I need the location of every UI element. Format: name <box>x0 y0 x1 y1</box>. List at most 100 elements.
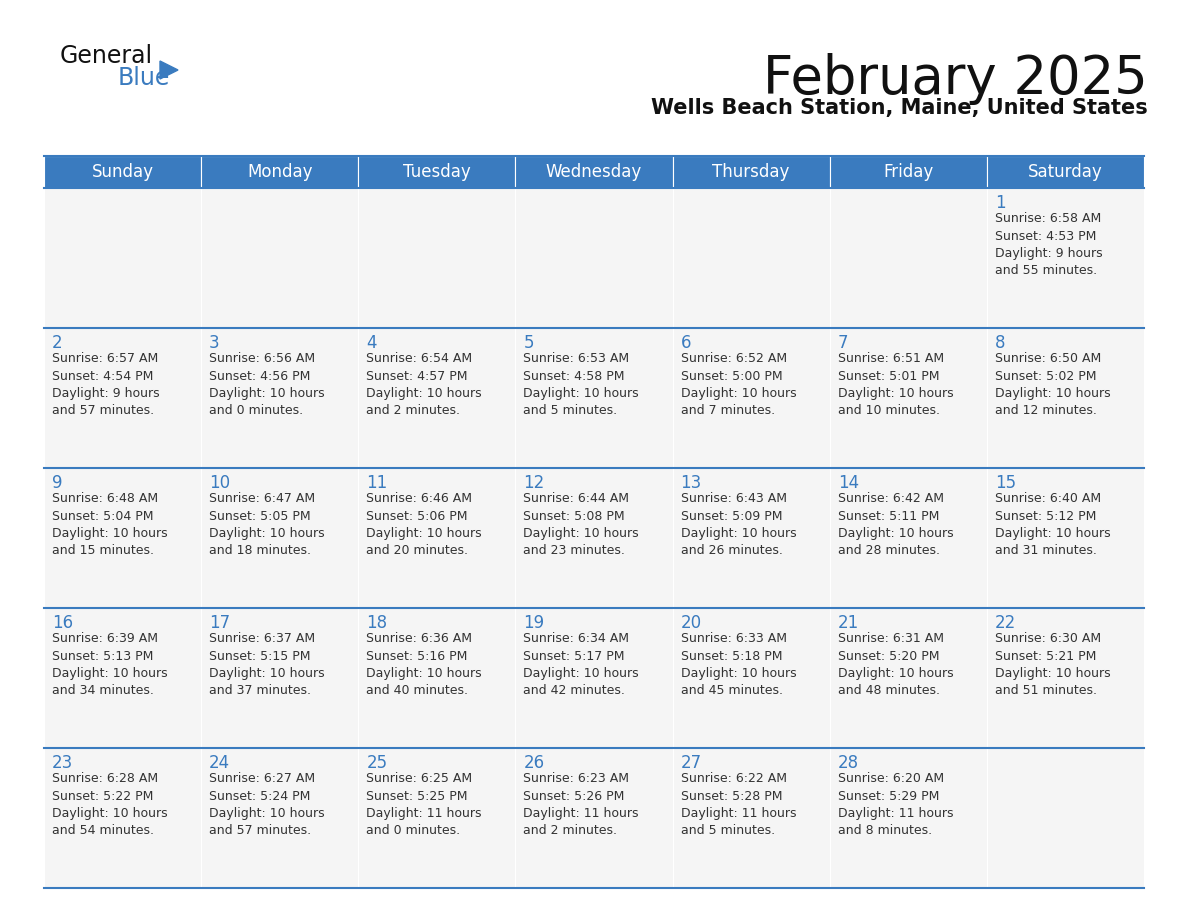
Bar <box>201 188 359 328</box>
Text: 8: 8 <box>994 334 1005 352</box>
Text: 17: 17 <box>209 614 230 632</box>
Text: 7: 7 <box>838 334 848 352</box>
Bar <box>829 188 987 328</box>
Text: Sunrise: 6:42 AM
Sunset: 5:11 PM
Daylight: 10 hours
and 28 minutes.: Sunrise: 6:42 AM Sunset: 5:11 PM Dayligh… <box>838 492 953 557</box>
Bar <box>201 156 359 188</box>
Text: Sunrise: 6:50 AM
Sunset: 5:02 PM
Daylight: 10 hours
and 12 minutes.: Sunrise: 6:50 AM Sunset: 5:02 PM Dayligh… <box>994 352 1111 418</box>
Text: 24: 24 <box>209 754 230 772</box>
Bar <box>201 328 359 468</box>
Bar <box>672 328 829 468</box>
Text: 15: 15 <box>994 474 1016 492</box>
Text: 26: 26 <box>524 754 544 772</box>
Bar <box>987 188 1144 328</box>
Bar <box>829 748 987 888</box>
Bar <box>672 468 829 608</box>
Bar <box>829 156 987 188</box>
Text: 1: 1 <box>994 194 1005 212</box>
Bar <box>672 608 829 748</box>
Bar <box>359 748 516 888</box>
Text: 18: 18 <box>366 614 387 632</box>
Text: February 2025: February 2025 <box>763 53 1148 105</box>
Text: Sunrise: 6:22 AM
Sunset: 5:28 PM
Daylight: 11 hours
and 5 minutes.: Sunrise: 6:22 AM Sunset: 5:28 PM Dayligh… <box>681 772 796 837</box>
Bar <box>987 608 1144 748</box>
Bar <box>672 156 829 188</box>
Text: 22: 22 <box>994 614 1016 632</box>
Text: 20: 20 <box>681 614 702 632</box>
Text: 12: 12 <box>524 474 544 492</box>
Text: Sunrise: 6:36 AM
Sunset: 5:16 PM
Daylight: 10 hours
and 40 minutes.: Sunrise: 6:36 AM Sunset: 5:16 PM Dayligh… <box>366 632 482 698</box>
Bar <box>829 608 987 748</box>
Bar <box>987 748 1144 888</box>
Text: 27: 27 <box>681 754 702 772</box>
Text: Tuesday: Tuesday <box>403 163 470 181</box>
Text: Sunrise: 6:20 AM
Sunset: 5:29 PM
Daylight: 11 hours
and 8 minutes.: Sunrise: 6:20 AM Sunset: 5:29 PM Dayligh… <box>838 772 953 837</box>
Text: 19: 19 <box>524 614 544 632</box>
Text: 16: 16 <box>52 614 74 632</box>
Text: Saturday: Saturday <box>1028 163 1102 181</box>
Bar <box>672 188 829 328</box>
Bar <box>516 748 672 888</box>
Text: Sunrise: 6:28 AM
Sunset: 5:22 PM
Daylight: 10 hours
and 54 minutes.: Sunrise: 6:28 AM Sunset: 5:22 PM Dayligh… <box>52 772 168 837</box>
Text: Sunrise: 6:56 AM
Sunset: 4:56 PM
Daylight: 10 hours
and 0 minutes.: Sunrise: 6:56 AM Sunset: 4:56 PM Dayligh… <box>209 352 324 418</box>
Text: 5: 5 <box>524 334 533 352</box>
Bar <box>201 468 359 608</box>
Text: Sunrise: 6:57 AM
Sunset: 4:54 PM
Daylight: 9 hours
and 57 minutes.: Sunrise: 6:57 AM Sunset: 4:54 PM Dayligh… <box>52 352 159 418</box>
Text: 6: 6 <box>681 334 691 352</box>
Bar <box>359 188 516 328</box>
Bar <box>359 608 516 748</box>
Text: Sunrise: 6:23 AM
Sunset: 5:26 PM
Daylight: 11 hours
and 2 minutes.: Sunrise: 6:23 AM Sunset: 5:26 PM Dayligh… <box>524 772 639 837</box>
Text: 21: 21 <box>838 614 859 632</box>
Text: Sunrise: 6:54 AM
Sunset: 4:57 PM
Daylight: 10 hours
and 2 minutes.: Sunrise: 6:54 AM Sunset: 4:57 PM Dayligh… <box>366 352 482 418</box>
Text: 13: 13 <box>681 474 702 492</box>
Bar <box>516 188 672 328</box>
Text: Sunrise: 6:47 AM
Sunset: 5:05 PM
Daylight: 10 hours
and 18 minutes.: Sunrise: 6:47 AM Sunset: 5:05 PM Dayligh… <box>209 492 324 557</box>
Text: Sunrise: 6:40 AM
Sunset: 5:12 PM
Daylight: 10 hours
and 31 minutes.: Sunrise: 6:40 AM Sunset: 5:12 PM Dayligh… <box>994 492 1111 557</box>
Bar <box>829 328 987 468</box>
Bar <box>201 608 359 748</box>
Bar <box>44 188 201 328</box>
Polygon shape <box>160 61 178 79</box>
Text: 25: 25 <box>366 754 387 772</box>
Text: Blue: Blue <box>118 66 170 90</box>
Text: Sunrise: 6:43 AM
Sunset: 5:09 PM
Daylight: 10 hours
and 26 minutes.: Sunrise: 6:43 AM Sunset: 5:09 PM Dayligh… <box>681 492 796 557</box>
Text: Sunrise: 6:34 AM
Sunset: 5:17 PM
Daylight: 10 hours
and 42 minutes.: Sunrise: 6:34 AM Sunset: 5:17 PM Dayligh… <box>524 632 639 698</box>
Text: Sunrise: 6:53 AM
Sunset: 4:58 PM
Daylight: 10 hours
and 5 minutes.: Sunrise: 6:53 AM Sunset: 4:58 PM Dayligh… <box>524 352 639 418</box>
Text: Sunrise: 6:39 AM
Sunset: 5:13 PM
Daylight: 10 hours
and 34 minutes.: Sunrise: 6:39 AM Sunset: 5:13 PM Dayligh… <box>52 632 168 698</box>
Text: 23: 23 <box>52 754 74 772</box>
Text: 3: 3 <box>209 334 220 352</box>
Text: Monday: Monday <box>247 163 312 181</box>
Text: Friday: Friday <box>883 163 934 181</box>
Text: Sunrise: 6:25 AM
Sunset: 5:25 PM
Daylight: 11 hours
and 0 minutes.: Sunrise: 6:25 AM Sunset: 5:25 PM Dayligh… <box>366 772 482 837</box>
Bar <box>44 468 201 608</box>
Text: General: General <box>61 44 153 68</box>
Text: Sunrise: 6:46 AM
Sunset: 5:06 PM
Daylight: 10 hours
and 20 minutes.: Sunrise: 6:46 AM Sunset: 5:06 PM Dayligh… <box>366 492 482 557</box>
Bar <box>516 608 672 748</box>
Bar <box>987 156 1144 188</box>
Bar <box>672 748 829 888</box>
Text: Sunrise: 6:30 AM
Sunset: 5:21 PM
Daylight: 10 hours
and 51 minutes.: Sunrise: 6:30 AM Sunset: 5:21 PM Dayligh… <box>994 632 1111 698</box>
Bar <box>44 328 201 468</box>
Bar <box>516 156 672 188</box>
Text: Sunrise: 6:48 AM
Sunset: 5:04 PM
Daylight: 10 hours
and 15 minutes.: Sunrise: 6:48 AM Sunset: 5:04 PM Dayligh… <box>52 492 168 557</box>
Bar <box>44 608 201 748</box>
Text: Sunrise: 6:58 AM
Sunset: 4:53 PM
Daylight: 9 hours
and 55 minutes.: Sunrise: 6:58 AM Sunset: 4:53 PM Dayligh… <box>994 212 1102 277</box>
Text: Sunrise: 6:31 AM
Sunset: 5:20 PM
Daylight: 10 hours
and 48 minutes.: Sunrise: 6:31 AM Sunset: 5:20 PM Dayligh… <box>838 632 953 698</box>
Text: Sunday: Sunday <box>91 163 153 181</box>
Bar <box>987 468 1144 608</box>
Bar <box>44 156 201 188</box>
Bar <box>516 468 672 608</box>
Text: 4: 4 <box>366 334 377 352</box>
Text: Sunrise: 6:44 AM
Sunset: 5:08 PM
Daylight: 10 hours
and 23 minutes.: Sunrise: 6:44 AM Sunset: 5:08 PM Dayligh… <box>524 492 639 557</box>
Bar <box>359 468 516 608</box>
Text: Sunrise: 6:37 AM
Sunset: 5:15 PM
Daylight: 10 hours
and 37 minutes.: Sunrise: 6:37 AM Sunset: 5:15 PM Dayligh… <box>209 632 324 698</box>
Bar <box>44 748 201 888</box>
Text: 9: 9 <box>52 474 63 492</box>
Bar <box>516 328 672 468</box>
Bar <box>359 156 516 188</box>
Bar <box>359 328 516 468</box>
Text: Wells Beach Station, Maine, United States: Wells Beach Station, Maine, United State… <box>651 98 1148 118</box>
Text: Sunrise: 6:33 AM
Sunset: 5:18 PM
Daylight: 10 hours
and 45 minutes.: Sunrise: 6:33 AM Sunset: 5:18 PM Dayligh… <box>681 632 796 698</box>
Bar <box>987 328 1144 468</box>
Text: 2: 2 <box>52 334 63 352</box>
Text: Wednesday: Wednesday <box>545 163 643 181</box>
